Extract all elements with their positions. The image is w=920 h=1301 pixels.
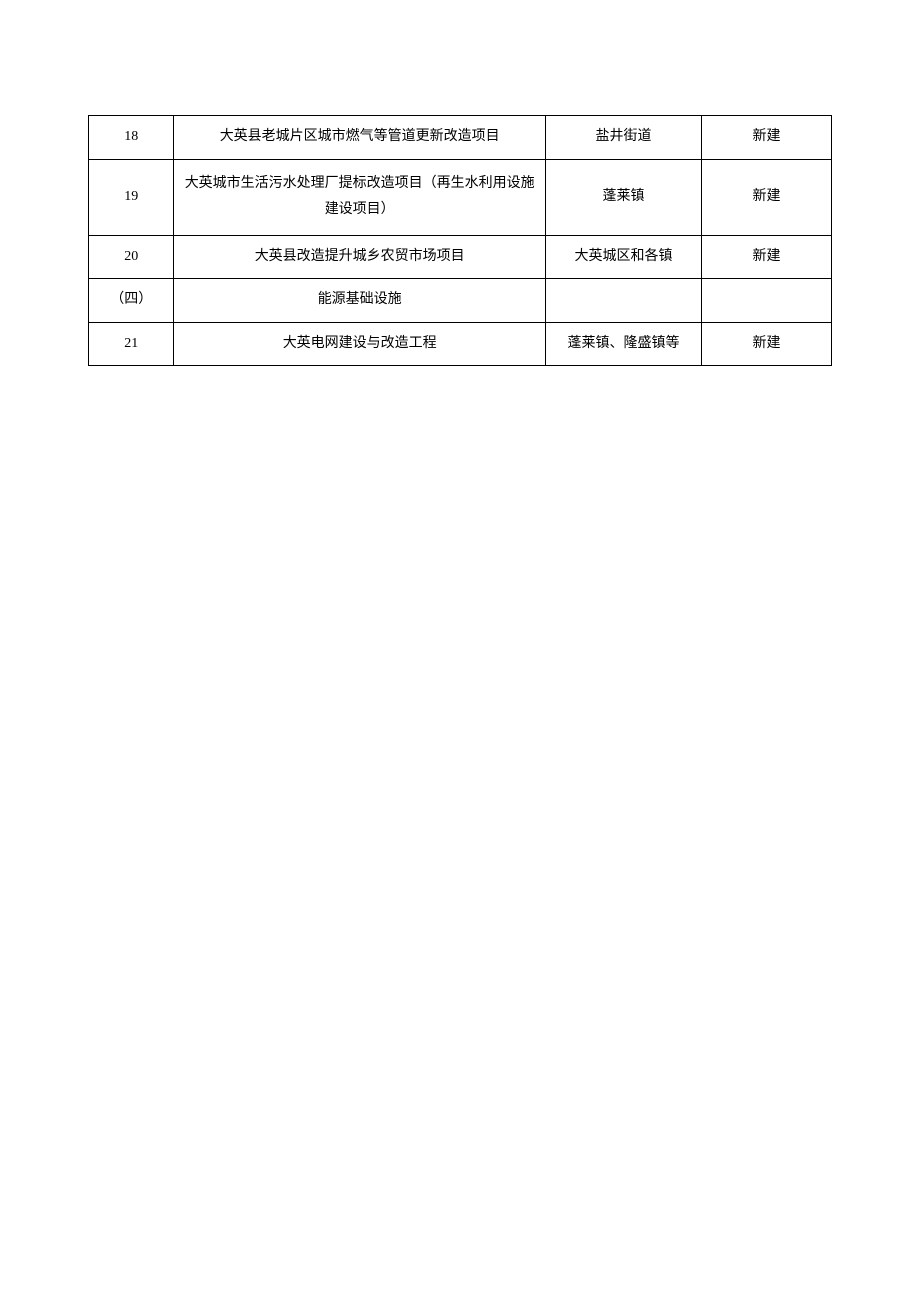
cell-name: 大英县改造提升城乡农贸市场项目 [174,235,546,279]
cell-status: 新建 [701,322,831,366]
table-row: 21 大英电网建设与改造工程 蓬莱镇、隆盛镇等 新建 [89,322,832,366]
cell-status: 新建 [701,159,831,235]
cell-index: 20 [89,235,174,279]
cell-status [701,279,831,323]
table-row: 19 大英城市生活污水处理厂提标改造项目（再生水利用设施建设项目） 蓬莱镇 新建 [89,159,832,235]
cell-status: 新建 [701,235,831,279]
cell-name: 大英城市生活污水处理厂提标改造项目（再生水利用设施建设项目） [174,159,546,235]
cell-index: 18 [89,116,174,160]
cell-location: 大英城区和各镇 [545,235,701,279]
table-row: （四） 能源基础设施 [89,279,832,323]
cell-location: 盐井街道 [545,116,701,160]
cell-name: 大英电网建设与改造工程 [174,322,546,366]
cell-status: 新建 [701,116,831,160]
cell-location: 蓬莱镇 [545,159,701,235]
cell-index: 19 [89,159,174,235]
cell-index: 21 [89,322,174,366]
cell-index: （四） [89,279,174,323]
cell-location [545,279,701,323]
cell-name: 大英县老城片区城市燃气等管道更新改造项目 [174,116,546,160]
table-row: 20 大英县改造提升城乡农贸市场项目 大英城区和各镇 新建 [89,235,832,279]
table-body: 18 大英县老城片区城市燃气等管道更新改造项目 盐井街道 新建 19 大英城市生… [89,116,832,366]
cell-location: 蓬莱镇、隆盛镇等 [545,322,701,366]
table-row: 18 大英县老城片区城市燃气等管道更新改造项目 盐井街道 新建 [89,116,832,160]
projects-table: 18 大英县老城片区城市燃气等管道更新改造项目 盐井街道 新建 19 大英城市生… [88,115,832,366]
cell-name: 能源基础设施 [174,279,546,323]
